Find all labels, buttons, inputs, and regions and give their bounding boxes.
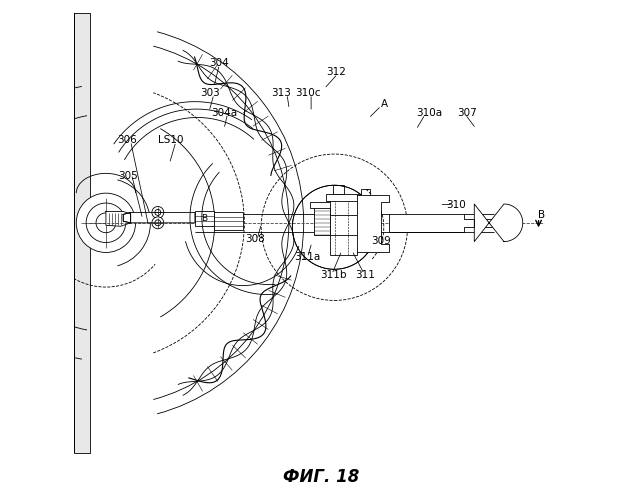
Bar — [361, 188, 370, 196]
Polygon shape — [123, 212, 130, 223]
Text: B: B — [201, 214, 207, 224]
Text: 306: 306 — [117, 135, 137, 145]
Bar — [195, 212, 214, 226]
Circle shape — [152, 206, 164, 218]
Text: 311a: 311a — [294, 252, 320, 262]
Text: A: A — [381, 99, 388, 109]
Text: 309: 309 — [372, 236, 391, 246]
Text: 310a: 310a — [416, 108, 442, 118]
Polygon shape — [123, 212, 195, 223]
Bar — [310, 202, 334, 208]
Text: 308: 308 — [245, 234, 265, 244]
Circle shape — [155, 210, 160, 216]
Bar — [474, 219, 493, 227]
Text: B: B — [538, 210, 545, 220]
Text: 303: 303 — [200, 88, 220, 98]
Text: 310c: 310c — [295, 88, 321, 98]
Text: 304a: 304a — [211, 108, 238, 118]
Text: 305: 305 — [118, 171, 138, 181]
Polygon shape — [474, 204, 523, 242]
Text: 307: 307 — [457, 108, 477, 118]
Text: LS10: LS10 — [158, 135, 184, 145]
Bar — [326, 194, 361, 200]
Polygon shape — [389, 214, 474, 232]
Text: 304: 304 — [209, 58, 229, 68]
Bar — [74, 12, 90, 452]
Circle shape — [152, 217, 164, 228]
Bar — [214, 212, 243, 230]
Bar — [330, 198, 357, 255]
Circle shape — [76, 193, 135, 252]
Bar — [333, 184, 344, 194]
Text: ФИГ. 18: ФИГ. 18 — [283, 468, 359, 486]
Polygon shape — [106, 212, 130, 226]
Text: 312: 312 — [326, 67, 346, 77]
Polygon shape — [357, 194, 389, 252]
Bar — [314, 203, 330, 235]
Text: 313: 313 — [272, 88, 291, 98]
Text: 311: 311 — [356, 270, 376, 280]
Circle shape — [96, 213, 116, 233]
Circle shape — [155, 220, 160, 226]
Circle shape — [86, 203, 126, 242]
Text: 311b: 311b — [320, 270, 347, 280]
Text: 310: 310 — [447, 200, 466, 209]
